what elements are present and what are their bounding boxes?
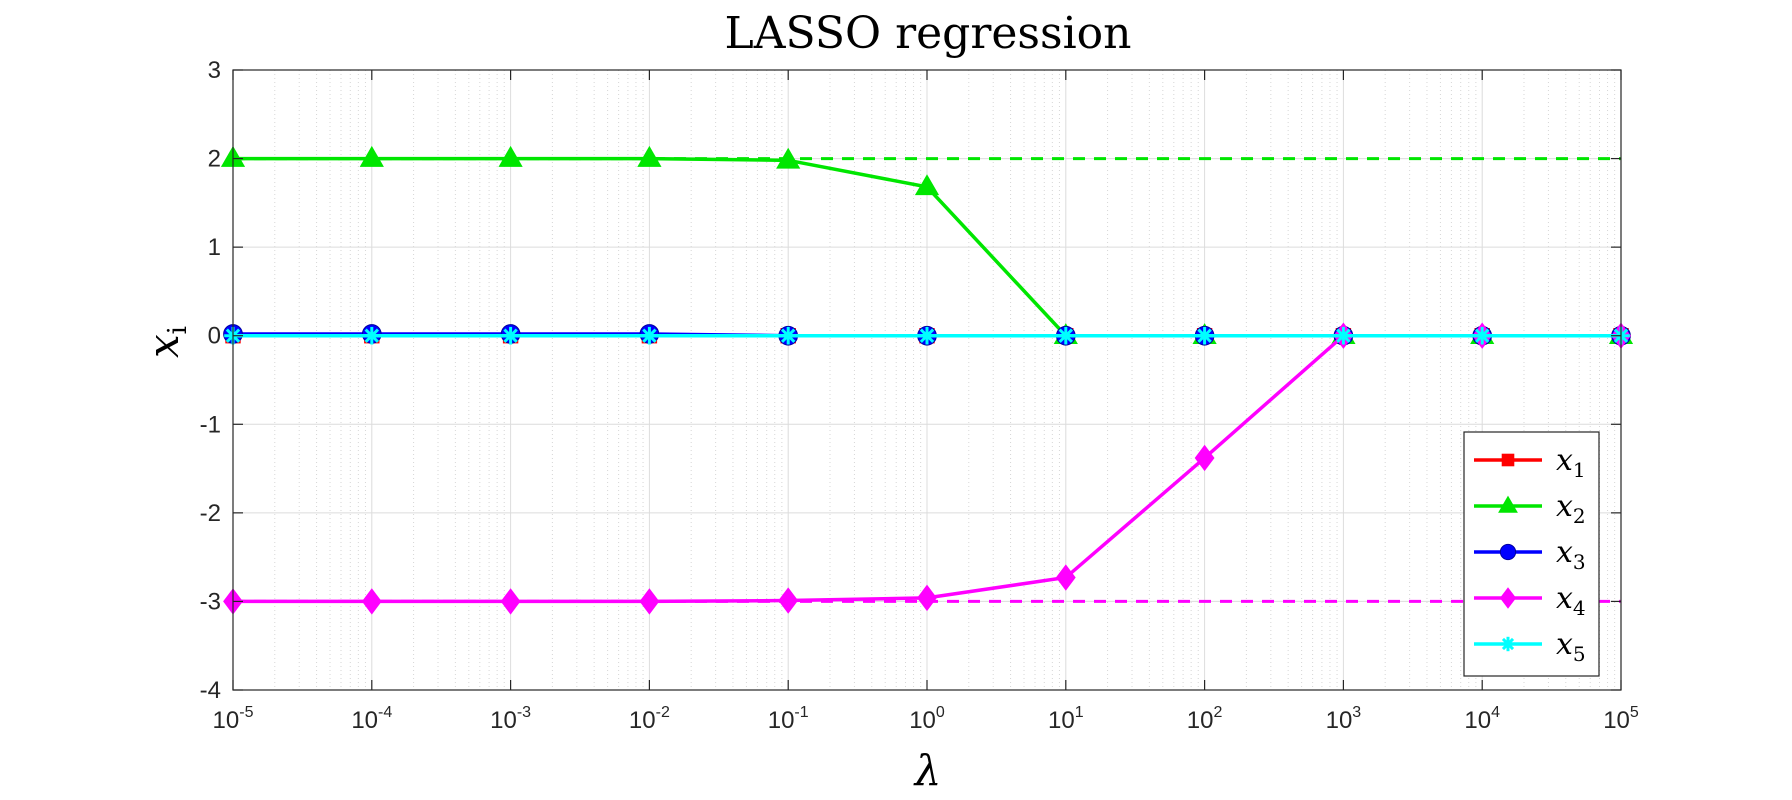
legend-entry: x5 [1474,627,1586,666]
x-axis-label: λ [913,746,942,795]
legend-entry: x1 [1474,443,1586,482]
asterisk-stroke [919,328,935,343]
asterisk-marker [1473,326,1491,345]
x-tick-label: 105 [1603,704,1639,734]
legend-label: x4 [1556,581,1586,620]
y-tick-label: -4 [200,677,221,704]
legend-box [1463,431,1600,677]
y-axis-label-sub: i [163,326,193,334]
asterisk-marker [779,326,797,345]
circle-marker [1499,543,1517,561]
triangle-marker [1498,495,1518,513]
triangle-marker [914,174,940,196]
legend: x1 x2 x3 x4 x5 [1463,431,1600,677]
asterisk-stroke [503,328,518,343]
legend-entry: x4 [1474,581,1586,620]
triangle-marker [359,145,384,167]
asterisk-stroke [1336,328,1351,343]
x-tick-label: 103 [1326,704,1362,734]
asterisk-stroke [1058,328,1074,343]
asterisk-marker [501,326,520,345]
asterisk-stroke [1501,637,1515,651]
y-tick-label: 2 [208,146,221,173]
x-tick-label: 104 [1464,704,1500,734]
asterisk-stroke [642,328,657,343]
asterisk-stroke [780,328,796,343]
triangle-marker [498,145,523,167]
x-tick-label: 100 [909,704,945,734]
diamond-marker [778,587,799,614]
y-tick-label: 3 [208,57,221,84]
x-tick-label: 101 [1048,704,1084,734]
diamond-marker [639,588,660,615]
asterisk-marker [1334,326,1353,345]
axes [232,69,1622,691]
y-tick-label: -2 [200,500,221,527]
series-lines [220,145,1634,615]
x-tick-labels: 10-5 10-4 10-3 10-2 10-1 100 101 102 103 104 105 [213,704,1639,734]
asterisk-stroke [1197,328,1212,343]
y-tick-labels: 3 2 1 0 -1 -2 -3 -4 [200,57,221,704]
asterisk-marker [1195,326,1214,345]
diamond-marker [1499,587,1517,609]
legend-label: x1 [1556,443,1586,482]
asterisk-marker [640,326,659,345]
asterisk-stroke [1474,328,1490,343]
y-tick-label: 0 [208,323,221,350]
y-tick-label: -1 [200,411,221,438]
square-marker [1501,453,1515,467]
y-axis-label: xi [139,326,193,358]
x-tick-label: 10-4 [351,704,392,734]
x-tick-label: 10-3 [490,704,531,734]
asterisk-marker [1500,636,1516,652]
chart-title: LASSO regression [725,8,1132,59]
diamond-marker [917,584,937,612]
diamond-marker [1055,564,1076,591]
asterisk-marker [1057,326,1075,345]
legend-entry: x2 [1474,489,1586,528]
legend-label: x3 [1556,535,1586,574]
x-tick-label: 10-1 [768,704,809,734]
asterisk-marker [363,326,381,345]
asterisk-marker [918,326,936,345]
asterisk-stroke [364,328,380,343]
triangle-marker [637,145,662,167]
series-x5 [224,326,1630,345]
legend-label: x2 [1556,489,1586,528]
x-tick-label: 10-5 [213,704,254,734]
diamond-marker [500,588,521,615]
triangle-marker [776,147,801,169]
x-tick-label: 10-2 [629,704,670,734]
legend-entry: x3 [1474,535,1586,574]
x-tick-label: 102 [1187,704,1223,734]
legend-label: x5 [1556,627,1586,666]
y-tick-label: -3 [200,588,221,615]
diamond-marker [361,588,382,615]
diamond-marker [1194,444,1215,472]
y-tick-label: 1 [208,234,221,261]
y-axis-label-main: x [139,334,188,358]
